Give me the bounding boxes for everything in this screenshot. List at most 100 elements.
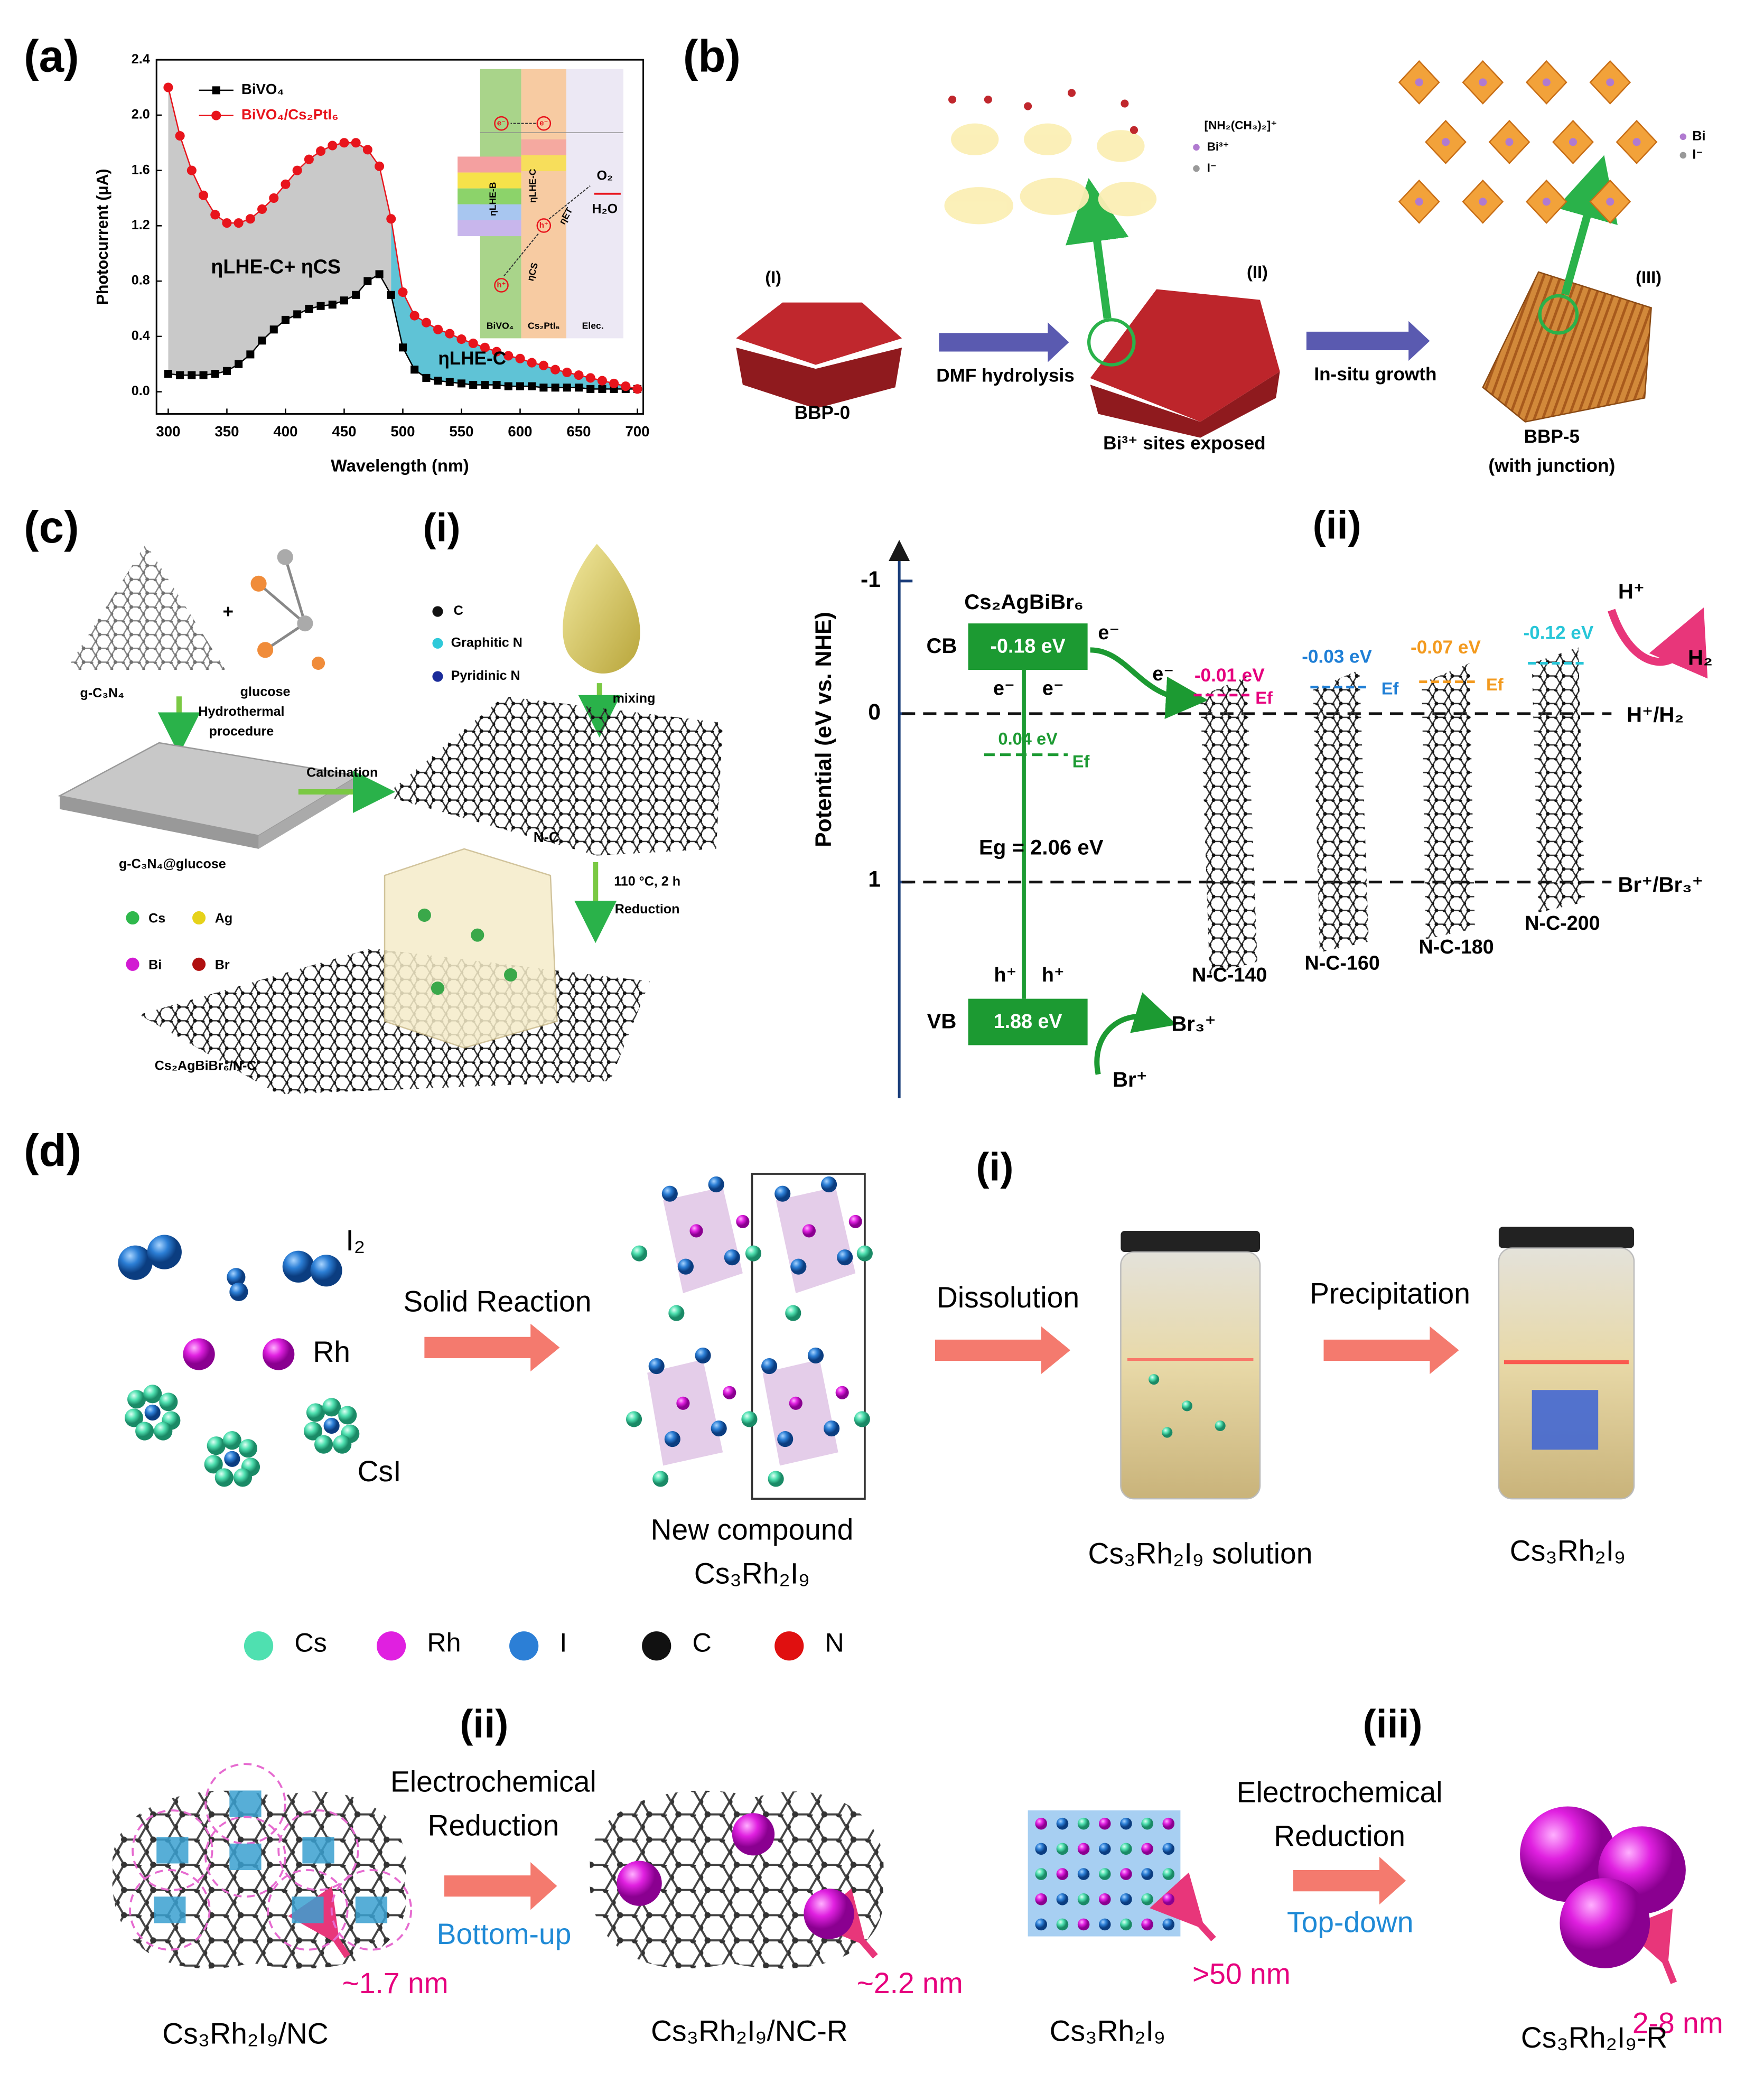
- label: (d): [24, 1126, 81, 1176]
- atom: [323, 1417, 340, 1434]
- atom: [1035, 1918, 1048, 1931]
- data-point: [539, 384, 548, 392]
- data-point: [222, 367, 231, 375]
- atom: [238, 1439, 258, 1458]
- atom: [723, 1386, 736, 1399]
- illustration-polygon: [736, 302, 902, 365]
- data-point: [621, 381, 631, 391]
- y-tick-label: 1.2: [132, 218, 150, 232]
- atom: [821, 1176, 837, 1193]
- captions: (with junction): [1488, 455, 1615, 476]
- atom: [1077, 1868, 1090, 1880]
- bands: CB: [926, 634, 957, 658]
- data-point: [316, 146, 326, 156]
- illustration-circle: [1538, 294, 1579, 335]
- sub-labels: (ii): [1313, 502, 1361, 547]
- reactants: CsI: [358, 1455, 402, 1488]
- data-point: [234, 218, 244, 228]
- atom: [835, 1386, 849, 1399]
- atom: [1542, 78, 1551, 87]
- data-point: [352, 291, 360, 299]
- illustration-rect: [521, 139, 566, 155]
- reactants: Rh: [313, 1335, 350, 1368]
- illustration-polygon: [1293, 1856, 1406, 1905]
- atom: [224, 1451, 240, 1467]
- products: H₂: [1688, 646, 1713, 670]
- legend-dot: [509, 1631, 539, 1661]
- x-tick-label: 700: [625, 423, 649, 440]
- illustration-rect: [1498, 1227, 1634, 1248]
- data-point: [258, 337, 266, 345]
- cluster-outline: [132, 1809, 213, 1891]
- atom: [708, 1176, 724, 1193]
- illustration-polygon: [1090, 371, 1280, 438]
- level: -0.01 eV: [1194, 665, 1265, 686]
- illustration-circle: [431, 981, 445, 995]
- atom: [745, 1245, 762, 1262]
- atom: [768, 1471, 784, 1487]
- inset: Elec.: [582, 320, 604, 331]
- ef-labels: Ef: [1382, 678, 1399, 698]
- data-point: [398, 343, 407, 352]
- synthesis-scheme-c: [58, 544, 723, 1095]
- vials: Cs₃Rh₂I₉ solution: [1088, 1537, 1313, 1570]
- legend-label: BiVO₄: [241, 81, 284, 97]
- illustration-ellipse: [1020, 177, 1089, 215]
- illustration-path: [1608, 607, 1708, 679]
- illustration-circle: [471, 928, 484, 942]
- data-point: [551, 384, 559, 392]
- illustration-path: [1090, 647, 1209, 720]
- atom: [1520, 1806, 1616, 1902]
- atom: [1162, 1893, 1175, 1905]
- area-fill: [391, 219, 638, 389]
- cluster-outline: [330, 1869, 413, 1951]
- carriers: e⁻: [1152, 662, 1174, 685]
- atom: [1149, 1374, 1160, 1385]
- illustration-polygon: [736, 347, 902, 409]
- ef-labels: Ef: [1072, 751, 1090, 771]
- data-point: [363, 277, 372, 285]
- illustration-polygon: [1422, 663, 1475, 939]
- legend: Cs: [148, 911, 165, 926]
- scheme: Calcination: [306, 765, 378, 780]
- product: New compound: [651, 1513, 854, 1546]
- illustration-polygon: [1306, 321, 1430, 361]
- data-point: [269, 325, 278, 334]
- data-point: [188, 371, 196, 379]
- data-point: [199, 190, 209, 200]
- illustration-circle: [257, 642, 274, 658]
- product: Cs₃Rh₂I₉: [694, 1557, 810, 1590]
- atom: [1606, 78, 1614, 87]
- illustration-rect: [458, 156, 521, 173]
- inset: H₂O: [592, 201, 618, 216]
- fermi: 0.04 eV: [998, 729, 1058, 749]
- data-point: [434, 377, 442, 385]
- legend-dot: [1679, 133, 1687, 141]
- annotation: ηLHE-C+ ηCS: [211, 255, 341, 277]
- atom: [1479, 198, 1487, 206]
- illustration-polygon: [59, 796, 259, 849]
- label: (a): [24, 32, 79, 82]
- cluster: [154, 1896, 186, 1923]
- x-tick-label: 450: [332, 423, 356, 440]
- legend-dot: [244, 1631, 274, 1661]
- illustration-circle: [229, 1282, 248, 1302]
- illustration-rect: [1498, 1247, 1635, 1500]
- legend-right: Bi: [1692, 128, 1705, 143]
- label: (b): [683, 32, 741, 82]
- atom: [789, 1396, 802, 1410]
- illustration-polygon: [424, 1323, 560, 1372]
- legend-dot: [774, 1631, 804, 1661]
- atom: [1035, 1868, 1048, 1880]
- products: Br⁺: [1113, 1068, 1147, 1091]
- data-point: [515, 353, 525, 363]
- y-tick-label: 1.6: [132, 162, 150, 177]
- sizes: 2-8 nm: [1632, 2006, 1723, 2039]
- reactants: I₂: [346, 1224, 365, 1257]
- data-point: [175, 131, 185, 141]
- atom: [732, 1813, 775, 1856]
- atom: [333, 1435, 352, 1454]
- level: -0.03 eV: [1302, 647, 1372, 667]
- illustration-line: [1065, 178, 1129, 319]
- atom: [154, 1422, 173, 1441]
